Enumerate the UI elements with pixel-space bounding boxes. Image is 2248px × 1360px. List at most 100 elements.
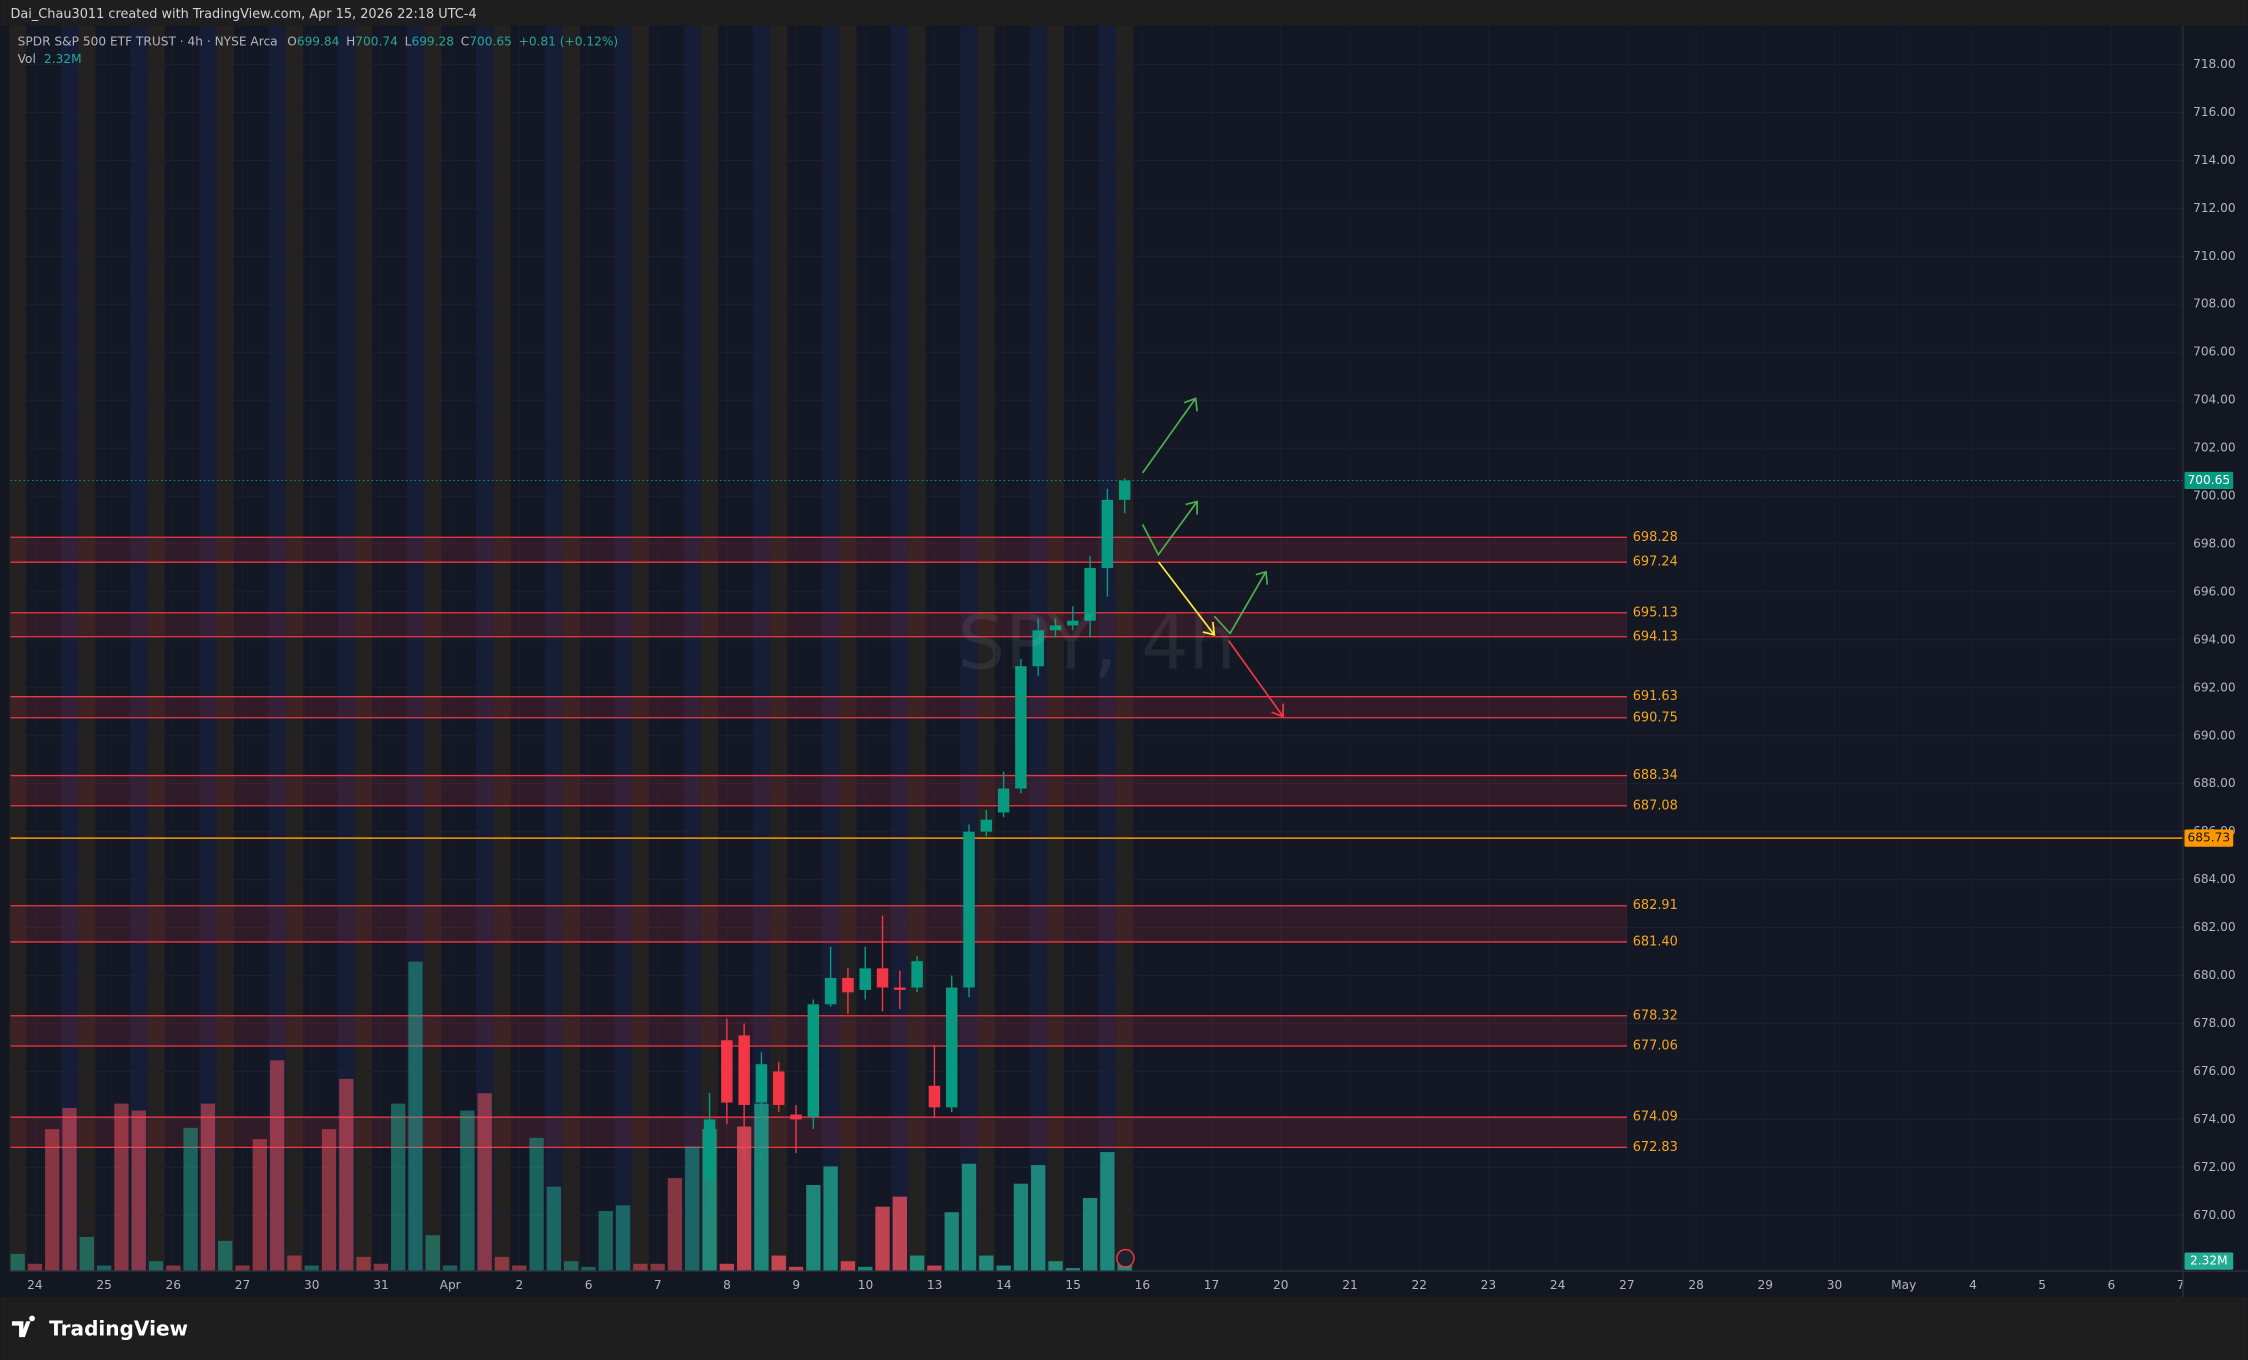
x-tick-label: 27: [235, 1278, 251, 1292]
event-icon: [1116, 1248, 1135, 1268]
last-price-badge: [2184, 471, 2234, 490]
candle-body: [807, 1004, 820, 1117]
volume-badge: [2184, 1252, 2234, 1270]
y-tick-label: 710.00: [2193, 249, 2236, 263]
credit: Dai_Chau3011 created with TradingView.co…: [10, 7, 476, 22]
zone-label: 698.28: [1633, 530, 1678, 545]
x-tick-label: 30: [304, 1278, 320, 1292]
session-stripe: [614, 25, 632, 1272]
candle-body: [790, 1114, 802, 1120]
y-tick-label: 696.00: [2193, 584, 2236, 598]
volume-bar: [200, 1103, 216, 1272]
candle-body: [1084, 567, 1096, 621]
session-stripe: [78, 25, 96, 1272]
y-tick-label: 672.00: [2193, 1160, 2236, 1174]
volume-bar: [840, 1261, 856, 1272]
x-tick-label: 2: [516, 1278, 524, 1292]
zone: [10, 537, 1628, 563]
session-stripe: [285, 25, 304, 1272]
session-stripe: [700, 25, 719, 1272]
volume-bar: [564, 1261, 579, 1272]
session-stripe: [631, 25, 649, 1272]
x-tick-label: 16: [1135, 1278, 1151, 1292]
volume-bar: [62, 1107, 77, 1272]
candle-body: [721, 1040, 733, 1103]
zone-label: 682.91: [1633, 898, 1678, 913]
zone: [10, 612, 1628, 637]
y-tick-label: 684.00: [2193, 872, 2236, 886]
zone-label: 677.06: [1633, 1038, 1678, 1053]
candle-body: [824, 977, 837, 1005]
volume-bar: [269, 1060, 285, 1272]
watermark: SPY, 4h: [958, 599, 1236, 686]
arrow-head: [1185, 500, 1198, 515]
zone-label: 678.32: [1633, 1008, 1678, 1023]
brand-name: TradingView: [49, 1316, 188, 1340]
volume-bar: [79, 1236, 95, 1272]
volume-bar: [598, 1210, 613, 1272]
session-stripe: [130, 25, 148, 1272]
volume-legend: Vol 2.32M: [18, 51, 82, 65]
plot-area: [10, 25, 2184, 1272]
ohlc-value: 699.28: [411, 34, 454, 48]
ohlc-letter: L: [405, 34, 412, 48]
volume-bar: [166, 1265, 181, 1272]
volume-bar: [581, 1266, 596, 1272]
volume-bar: [218, 1240, 233, 1272]
volume-bar: [477, 1093, 492, 1272]
footer-bar: [0, 1296, 2248, 1360]
y-tick-label: 716.00: [2193, 105, 2236, 119]
arrow-head: [1271, 703, 1284, 718]
volume-bar: [823, 1166, 838, 1272]
volume-bar: [736, 1126, 752, 1272]
x-tick-label: 30: [1827, 1278, 1843, 1292]
volume-bar: [719, 1263, 735, 1272]
volume-value: 2.32M: [44, 51, 82, 65]
session-stripe: [9, 25, 27, 1272]
marked-level-label: 685.73: [2188, 831, 2231, 845]
y-tick-label: 712.00: [2193, 201, 2236, 215]
volume-bar: [927, 1265, 942, 1272]
candle-body: [1067, 620, 1079, 626]
candle-body: [911, 961, 923, 988]
x-tick-label: 6: [2108, 1278, 2116, 1292]
candle-body: [738, 1035, 750, 1105]
volume-bar: [1048, 1261, 1063, 1272]
volume-bar: [235, 1265, 250, 1272]
marked-level-badge: [2184, 829, 2234, 847]
session-stripe: [977, 25, 995, 1272]
session-stripe: [891, 25, 909, 1272]
volume-bar: [304, 1265, 319, 1272]
candle-body: [1049, 625, 1062, 631]
zone-label: 694.13: [1633, 629, 1678, 644]
session-stripe: [268, 25, 286, 1272]
zone-label: 691.63: [1633, 689, 1678, 704]
arrow: [1141, 397, 1197, 474]
x-tick-label: 27: [1619, 1278, 1635, 1292]
top-bar: [0, 0, 2248, 26]
volume-bar: [529, 1137, 544, 1272]
volume-bar: [1013, 1183, 1029, 1272]
volume-bar: [252, 1139, 267, 1272]
session-stripe: [1046, 25, 1065, 1272]
volume-bar: [615, 1205, 631, 1272]
y-tick-label: 690.00: [2193, 728, 2236, 742]
volume-bar: [996, 1265, 1011, 1272]
session-stripe: [1098, 25, 1116, 1272]
y-tick-label: 700.00: [2193, 489, 2236, 503]
volume-bar: [979, 1255, 994, 1272]
x-tick-label: Apr: [440, 1278, 461, 1292]
zone-label: 687.08: [1633, 798, 1678, 813]
y-tick-label: 702.00: [2193, 441, 2236, 455]
y-tick-label: 680.00: [2193, 968, 2236, 982]
x-tick-label: 28: [1688, 1278, 1704, 1292]
zone: [10, 696, 1628, 718]
session-stripe: [199, 25, 217, 1272]
volume-bar: [650, 1263, 665, 1272]
volume-bar: [1031, 1165, 1046, 1272]
background-layer: [9, 25, 2184, 1272]
y-tick-label: 708.00: [2193, 297, 2236, 311]
zone: [10, 905, 1628, 942]
arrow: [1141, 501, 1198, 557]
